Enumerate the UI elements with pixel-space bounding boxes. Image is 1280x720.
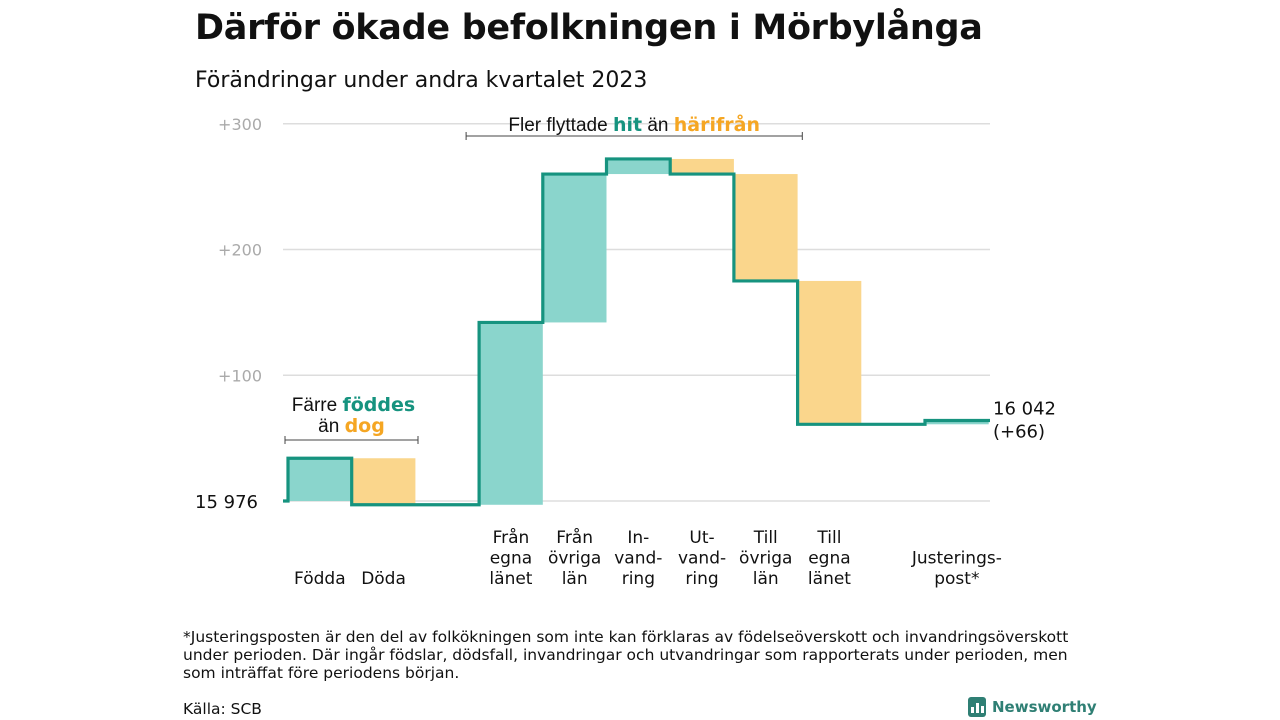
- category-label: egna: [808, 549, 850, 569]
- chart-subtitle: Förändringar under andra kvartalet 2023: [195, 68, 648, 93]
- bar: [797, 280, 862, 425]
- bar: [351, 458, 416, 505]
- category-label: Ut-: [689, 528, 714, 548]
- bar: [606, 158, 671, 175]
- category-label: Justerings-: [911, 549, 1002, 569]
- category-label: Döda: [361, 569, 406, 589]
- bar: [479, 322, 543, 505]
- category-label: län: [753, 569, 779, 589]
- source: Källa: SCB: [183, 700, 262, 718]
- brand-logo: Newsworthy: [968, 697, 1097, 717]
- category-labels: Födda DödaFrånegnalänetFrånövrigalänIn-va…: [294, 527, 1002, 589]
- bar: [670, 158, 734, 175]
- y-tick-label: +300: [218, 115, 262, 134]
- start-value-label: 15 976: [195, 492, 258, 513]
- category-label: vand-: [614, 549, 662, 569]
- category-label: vand-: [678, 549, 726, 569]
- category-label: Födda: [294, 569, 346, 589]
- footnote: *Justeringsposten är den del av folkökni…: [183, 628, 1069, 682]
- y-tick-label: +100: [218, 366, 262, 385]
- category-label: Från: [493, 527, 530, 548]
- end-change-label: (+66): [993, 422, 1045, 443]
- migration-annotation: Fler flyttade hit än härifrån: [508, 112, 760, 136]
- category-label: länet: [808, 569, 851, 589]
- bar: [925, 420, 989, 425]
- bar: [733, 174, 798, 281]
- category-label: övriga: [548, 549, 601, 569]
- category-label: övriga: [739, 549, 792, 569]
- annotations: 15 976 16 042(+66) Fler flyttade hit än hä…: [195, 112, 1056, 513]
- bar: [542, 174, 607, 323]
- bar: [288, 458, 352, 501]
- category-label: länet: [489, 569, 532, 589]
- births-annotation-line2: än dog: [318, 415, 385, 437]
- step-line: [283, 157, 990, 507]
- brand-name: Newsworthy: [992, 698, 1097, 716]
- category-label: Till: [753, 528, 778, 548]
- bars: [288, 158, 989, 505]
- category-label: ring: [685, 569, 718, 589]
- category-label: Från: [556, 527, 593, 548]
- category-label: In-: [627, 528, 649, 548]
- category-label: egna: [490, 549, 532, 569]
- cumulative-line: [283, 157, 990, 507]
- chart-title: Därför ökade befolkningen i Mörbylånga: [195, 8, 983, 48]
- newsworthy-logo-icon: [968, 697, 986, 717]
- category-label: Till: [816, 528, 841, 548]
- y-tick-label: +200: [218, 241, 262, 260]
- category-label: län: [562, 569, 588, 589]
- births-annotation-line1: Färre föddes: [292, 394, 415, 416]
- category-label: ring: [622, 569, 655, 589]
- end-value-label: 16 042: [993, 399, 1056, 420]
- category-label: post*: [934, 569, 979, 589]
